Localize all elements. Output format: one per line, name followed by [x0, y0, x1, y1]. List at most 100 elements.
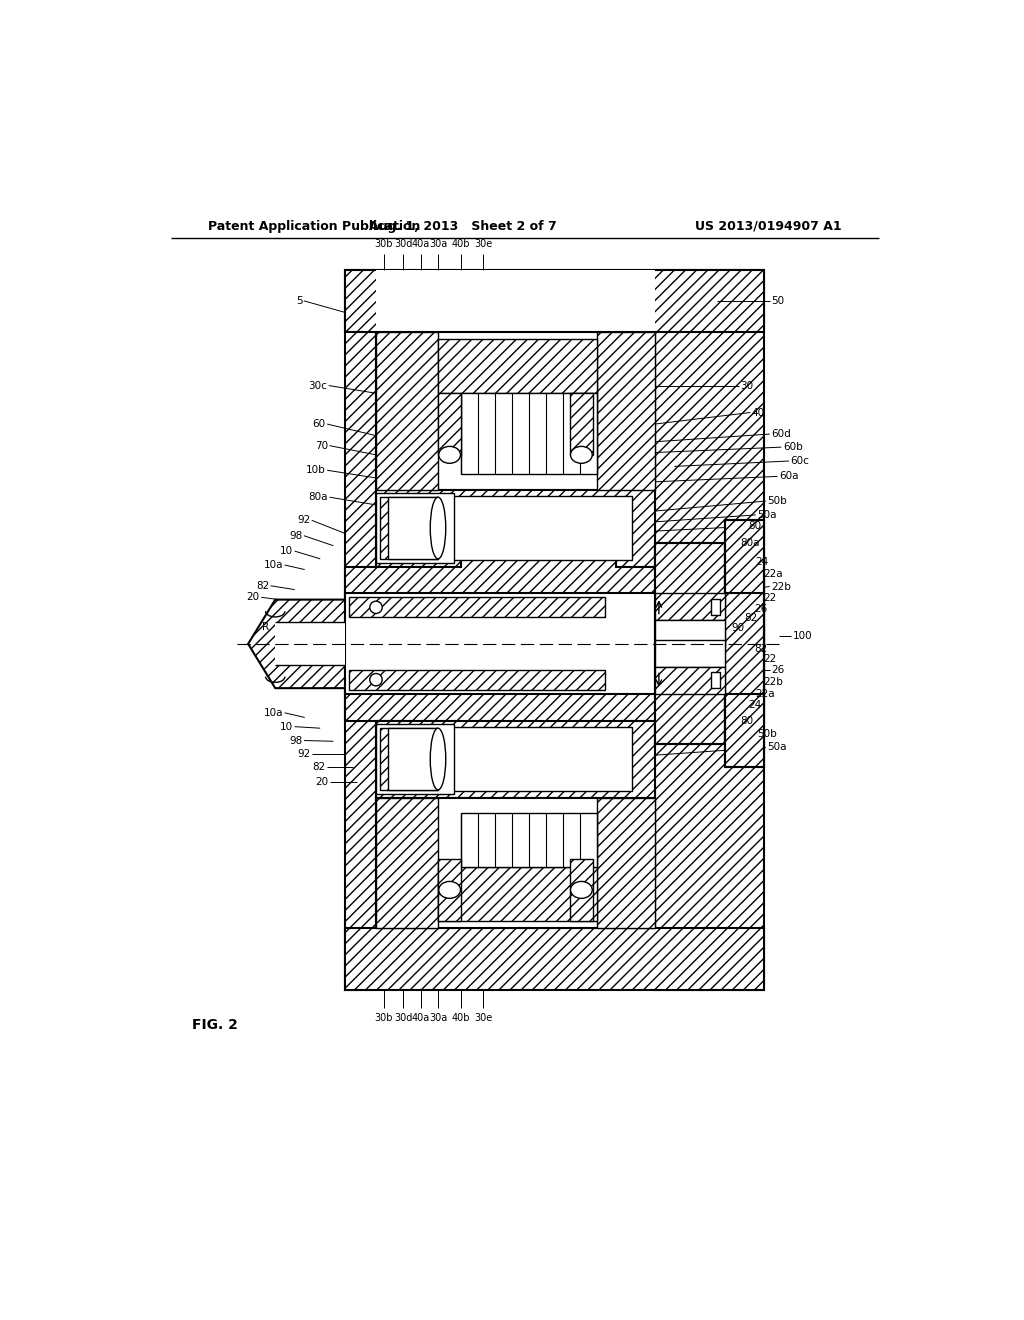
- Bar: [376, 494, 454, 562]
- Text: 40a: 40a: [412, 1014, 430, 1023]
- Text: 92: 92: [297, 515, 310, 525]
- Bar: [438, 339, 597, 393]
- Text: 60a: 60a: [779, 471, 799, 482]
- Text: 50b: 50b: [767, 496, 787, 506]
- Text: 60d: 60d: [771, 429, 791, 440]
- Text: 22a: 22a: [764, 569, 783, 579]
- Polygon shape: [248, 599, 345, 688]
- Text: 30a: 30a: [429, 1014, 447, 1023]
- Text: 26: 26: [755, 603, 767, 614]
- Bar: [376, 797, 438, 928]
- Polygon shape: [345, 271, 376, 990]
- Bar: [376, 331, 655, 490]
- Text: 30d: 30d: [394, 1014, 413, 1023]
- Text: 10a: 10a: [263, 560, 283, 570]
- Bar: [376, 721, 655, 797]
- Text: 60c: 60c: [791, 455, 810, 466]
- Ellipse shape: [430, 729, 445, 789]
- Text: 22: 22: [764, 653, 777, 664]
- Text: 80: 80: [740, 715, 754, 726]
- Text: 82: 82: [744, 612, 758, 623]
- Bar: [349, 671, 604, 689]
- Text: 30: 30: [740, 380, 754, 391]
- Bar: [345, 271, 764, 331]
- Text: 24: 24: [756, 557, 769, 566]
- Polygon shape: [655, 271, 764, 990]
- Bar: [655, 594, 725, 693]
- Circle shape: [370, 601, 382, 614]
- Text: 20: 20: [314, 777, 328, 787]
- Bar: [655, 667, 725, 693]
- Ellipse shape: [570, 446, 592, 463]
- Bar: [725, 520, 764, 767]
- Bar: [569, 393, 593, 455]
- Bar: [399, 726, 632, 791]
- Ellipse shape: [430, 498, 445, 558]
- Text: 30c: 30c: [308, 380, 328, 391]
- Bar: [345, 928, 764, 990]
- Bar: [345, 594, 655, 693]
- Text: 82: 82: [755, 644, 767, 653]
- Text: 100: 100: [793, 631, 813, 640]
- Text: 50b: 50b: [758, 730, 777, 739]
- Text: 80: 80: [748, 521, 761, 532]
- Text: 92: 92: [297, 748, 310, 759]
- Text: 80a: 80a: [308, 492, 328, 502]
- Text: 10b: 10b: [306, 465, 326, 475]
- Bar: [655, 640, 725, 667]
- Text: US 2013/0194907 A1: US 2013/0194907 A1: [695, 219, 842, 232]
- Bar: [461, 393, 597, 474]
- Bar: [597, 331, 655, 490]
- Text: 20: 20: [247, 593, 260, 602]
- Bar: [376, 490, 655, 566]
- Text: 5: 5: [296, 296, 302, 306]
- Bar: [725, 520, 764, 767]
- Bar: [655, 544, 725, 743]
- Text: 90: 90: [731, 623, 744, 634]
- Text: 22a: 22a: [756, 689, 775, 698]
- Text: 98: 98: [289, 735, 302, 746]
- Bar: [376, 797, 655, 928]
- Text: 30b: 30b: [375, 239, 393, 249]
- Text: 10: 10: [280, 722, 293, 731]
- Text: 30d: 30d: [394, 239, 413, 249]
- Text: 50a: 50a: [758, 510, 777, 520]
- Bar: [399, 496, 632, 560]
- Text: FIG. 2: FIG. 2: [191, 1018, 238, 1032]
- Text: 22: 22: [764, 593, 777, 603]
- Bar: [376, 331, 438, 490]
- Bar: [388, 498, 438, 558]
- Text: 50: 50: [771, 296, 784, 306]
- Text: 30e: 30e: [474, 239, 493, 249]
- Polygon shape: [345, 644, 764, 737]
- Bar: [655, 544, 725, 743]
- Ellipse shape: [438, 882, 461, 899]
- Text: 70: 70: [314, 441, 328, 450]
- Bar: [438, 393, 461, 455]
- Bar: [711, 672, 720, 688]
- Circle shape: [370, 673, 382, 686]
- Bar: [655, 594, 725, 620]
- Text: 82: 82: [312, 762, 326, 772]
- Text: 10: 10: [280, 546, 293, 556]
- Bar: [569, 859, 593, 921]
- Text: 40b: 40b: [452, 1014, 470, 1023]
- Ellipse shape: [438, 446, 461, 463]
- Bar: [388, 729, 438, 789]
- Text: 60: 60: [312, 418, 326, 429]
- Text: 82: 82: [256, 581, 269, 591]
- Text: 30b: 30b: [375, 1014, 393, 1023]
- Text: 26: 26: [771, 665, 784, 676]
- Bar: [438, 867, 597, 921]
- Text: 30a: 30a: [429, 239, 447, 249]
- Text: 98: 98: [289, 531, 302, 541]
- Bar: [438, 859, 461, 921]
- Bar: [711, 599, 720, 615]
- Bar: [655, 620, 725, 647]
- Bar: [275, 622, 345, 665]
- Text: Aug. 1, 2013   Sheet 2 of 7: Aug. 1, 2013 Sheet 2 of 7: [369, 219, 557, 232]
- Text: 30e: 30e: [474, 1014, 493, 1023]
- Text: 22b: 22b: [771, 582, 792, 591]
- Text: 50a: 50a: [767, 742, 786, 752]
- Polygon shape: [345, 552, 764, 644]
